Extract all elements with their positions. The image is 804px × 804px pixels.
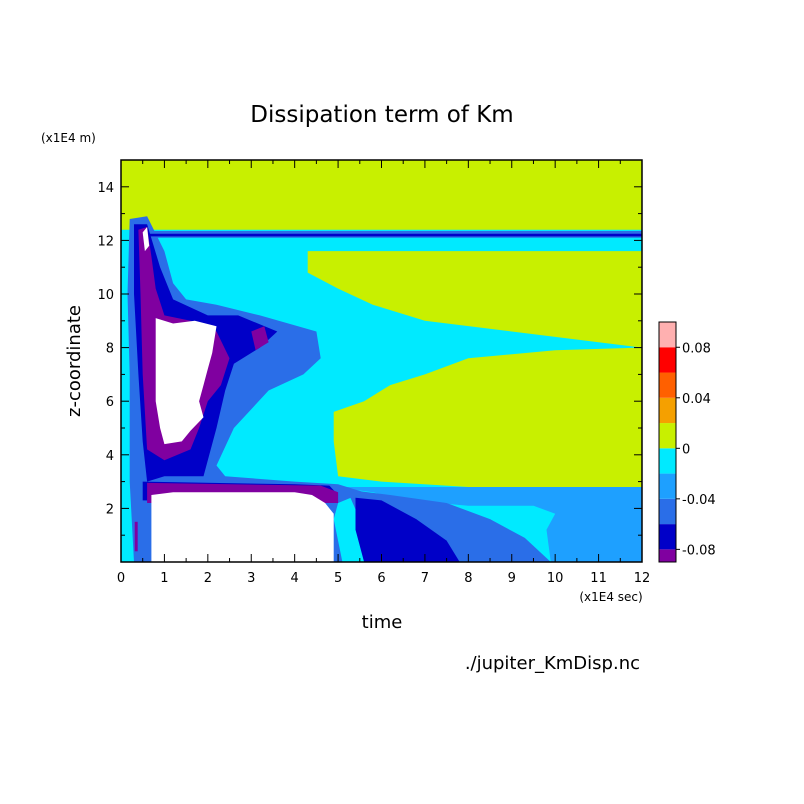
contour-region-2 xyxy=(307,251,642,348)
y-axis: 2 4 6 8 10 12 14 xyxy=(97,159,642,536)
x-tick-label: 9 xyxy=(508,571,516,586)
contour-region-16 xyxy=(151,492,334,562)
colorbar-swatch xyxy=(659,524,676,550)
x-tick-label: 7 xyxy=(421,571,429,586)
colorbar-swatch xyxy=(659,372,676,398)
x-axis: 0 1 2 3 4 5 6 7 8 9 10 11 12 xyxy=(117,160,650,586)
y-tick-label: 10 xyxy=(97,288,114,303)
x-tick-label: 2 xyxy=(204,571,212,586)
contour-region-7 xyxy=(355,497,460,562)
contour-regions xyxy=(121,160,642,562)
x-tick-label: 5 xyxy=(334,571,342,586)
x-tick-label: 1 xyxy=(160,571,168,586)
colorbar-swatch xyxy=(659,498,676,525)
source-file-label: ./jupiter_KmDisp.nc xyxy=(465,653,640,674)
y-axis-unit: (x1E4 m) xyxy=(41,131,96,145)
contour-region-5 xyxy=(333,487,642,562)
colorbar-tick-label: 0.08 xyxy=(682,341,711,356)
chart-title: Dissipation term of Km xyxy=(250,102,513,128)
y-tick-label: 2 xyxy=(106,502,114,517)
x-axis-label: time xyxy=(362,612,403,633)
x-tick-label: 6 xyxy=(377,571,385,586)
x-tick-label: 8 xyxy=(464,571,472,586)
colorbar-swatch xyxy=(659,397,676,424)
colorbar-tick-label: -0.08 xyxy=(682,543,716,558)
colorbar-tick-label: 0.04 xyxy=(682,392,711,407)
y-tick-label: 12 xyxy=(97,234,114,249)
y-tick-label: 14 xyxy=(97,181,114,196)
y-tick-label: 6 xyxy=(106,395,114,410)
y-tick-label: 4 xyxy=(106,449,114,464)
x-tick-label: 4 xyxy=(291,571,299,586)
x-tick-label: 12 xyxy=(634,571,651,586)
contour-region-1 xyxy=(121,160,642,230)
contour-region-4 xyxy=(359,462,642,471)
colorbar-swatch xyxy=(659,423,676,449)
x-tick-label: 11 xyxy=(590,571,607,586)
colorbar-tick-label: -0.04 xyxy=(682,493,716,508)
colorbar-swatch xyxy=(659,322,676,348)
contour-region-12 xyxy=(138,233,642,237)
contour-region-17 xyxy=(155,318,217,445)
contour-region-18 xyxy=(142,227,150,252)
colorbar-swatch xyxy=(659,549,676,562)
y-axis-label: z-coordinate xyxy=(64,305,85,417)
colorbar-frame xyxy=(658,321,677,563)
x-tick-label: 3 xyxy=(247,571,255,586)
x-tick-label: 0 xyxy=(117,571,125,586)
colorbar-swatch xyxy=(659,347,676,373)
colorbar: 0.08 0.04 0 -0.04 -0.08 xyxy=(658,321,716,563)
colorbar-tick-label: 0 xyxy=(682,442,690,457)
colorbar-swatch xyxy=(659,448,676,474)
x-tick-label: 10 xyxy=(547,571,564,586)
contour-region-3 xyxy=(333,347,642,487)
contour-region-15 xyxy=(251,326,269,351)
y-tick-label: 8 xyxy=(106,342,114,357)
x-axis-unit: (x1E4 sec) xyxy=(579,590,642,604)
colorbar-swatch xyxy=(659,473,676,499)
